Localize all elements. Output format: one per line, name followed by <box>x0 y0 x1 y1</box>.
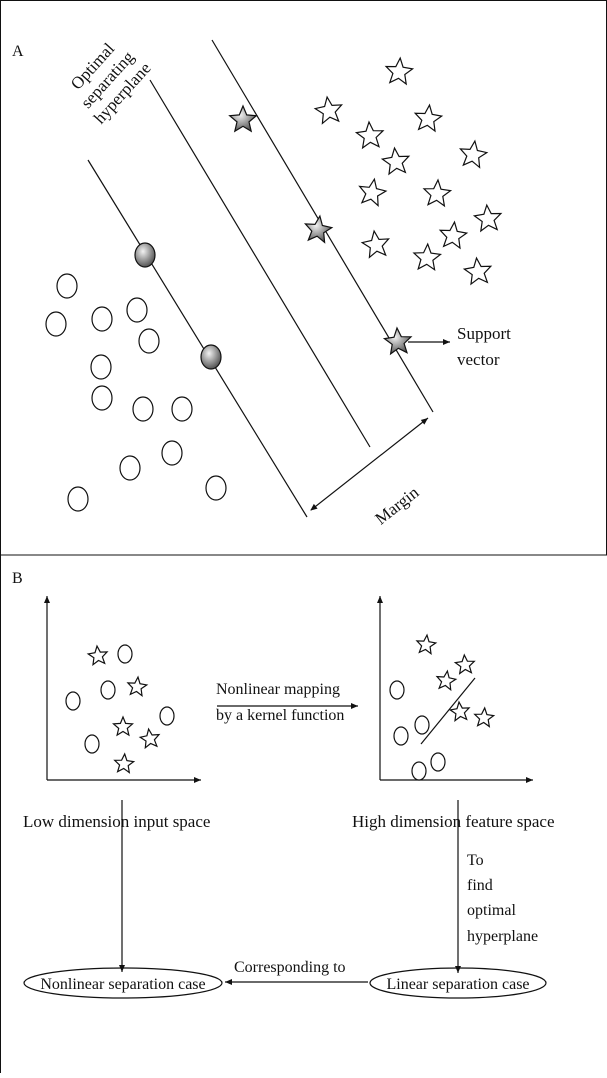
circle-point <box>91 306 113 332</box>
find-label-line1: To <box>467 852 484 869</box>
circle-point <box>171 396 193 422</box>
circle-point <box>119 455 141 481</box>
find-label-line3: optimal <box>467 902 516 919</box>
support-star <box>303 214 334 244</box>
panel-b-letter: B <box>12 570 23 587</box>
corresponding-label: Corresponding to <box>234 959 346 976</box>
circle-point <box>414 715 430 735</box>
star-point <box>112 715 134 737</box>
panel-a-letter: A <box>12 43 24 60</box>
support-vector-label-line1: Support <box>457 324 511 343</box>
circle-point <box>161 440 183 466</box>
support-vector-label-line2: vector <box>457 350 500 369</box>
hyperplane-label: Optimal separating hyperplane <box>67 39 155 127</box>
panel-a: A Optimal separating hyperplane Margin S… <box>12 39 511 528</box>
nonlinear-case-label: Nonlinear separation case <box>40 976 205 993</box>
find-label-line2: find <box>467 877 493 894</box>
low-space-circles <box>65 644 175 754</box>
high-space-separator <box>420 677 476 745</box>
star-point <box>473 706 496 728</box>
star-point <box>412 242 442 272</box>
support-circle <box>200 344 222 370</box>
circle-point <box>126 297 148 323</box>
circle-point <box>90 354 112 380</box>
circle-point <box>56 273 78 299</box>
circle-point <box>393 726 409 746</box>
circle-class-points <box>45 273 227 512</box>
mapping-label-line1: Nonlinear mapping <box>216 681 340 698</box>
circle-point <box>132 396 154 422</box>
low-space-label: Low dimension input space <box>23 812 210 831</box>
star-class-points <box>313 56 503 286</box>
star-point <box>422 178 453 208</box>
panel-b-stars <box>86 633 496 774</box>
circle-point <box>67 486 89 512</box>
circle-point <box>159 706 175 726</box>
circle-point <box>411 761 427 781</box>
linear-case-ellipse <box>369 967 547 999</box>
support-stars <box>228 104 413 356</box>
star-point <box>472 203 503 233</box>
star-point <box>380 146 411 176</box>
mapping-label-line2: by a kernel function <box>216 707 344 724</box>
star-point <box>462 256 493 286</box>
high-space-label: High dimension feature space <box>352 812 555 831</box>
support-star <box>382 326 413 356</box>
star-point <box>138 727 161 750</box>
circle-point <box>389 680 405 700</box>
star-point <box>458 139 489 169</box>
circle-point <box>138 328 160 354</box>
star-point <box>448 700 471 723</box>
circle-point <box>430 752 446 772</box>
support-star <box>228 104 258 133</box>
star-point <box>358 177 388 208</box>
margin-boundary-lower <box>87 159 308 518</box>
circle-point <box>100 680 116 700</box>
linear-case-label: Linear separation case <box>386 976 529 993</box>
star-point <box>354 120 385 150</box>
high-space-circles <box>389 680 446 781</box>
star-point <box>360 229 391 259</box>
margin-label: Margin <box>371 482 422 528</box>
circle-point <box>45 311 67 337</box>
circle-point <box>205 475 227 501</box>
nonlinear-case-ellipse <box>23 967 223 999</box>
optimal-hyperplane-line <box>149 79 371 448</box>
star-point <box>415 633 438 656</box>
star-point <box>438 220 469 250</box>
star-point <box>126 675 149 698</box>
support-circle <box>134 242 156 268</box>
star-point <box>113 752 136 774</box>
star-point <box>453 653 476 675</box>
circle-point <box>117 644 133 664</box>
star-point <box>384 56 415 86</box>
star-point <box>435 669 458 692</box>
star-point <box>413 103 444 133</box>
support-circles <box>134 242 222 370</box>
star-point <box>313 95 344 125</box>
circle-point <box>84 734 100 754</box>
margin-arrow <box>310 417 429 511</box>
circle-point <box>91 385 113 411</box>
find-label-line4: hyperplane <box>467 928 538 945</box>
panel-b: B <box>12 570 555 999</box>
star-point <box>86 644 109 667</box>
circle-point <box>65 691 81 711</box>
